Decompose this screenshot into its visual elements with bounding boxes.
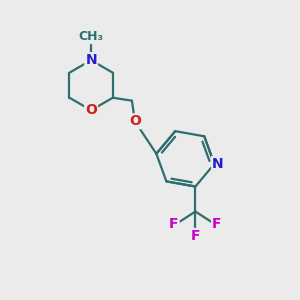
Text: F: F [169,217,179,231]
Text: F: F [212,217,222,231]
Text: F: F [191,229,200,243]
Text: O: O [129,114,141,128]
Text: N: N [212,157,224,171]
Text: CH₃: CH₃ [79,30,104,43]
Text: O: O [85,103,97,117]
Text: N: N [85,53,97,67]
